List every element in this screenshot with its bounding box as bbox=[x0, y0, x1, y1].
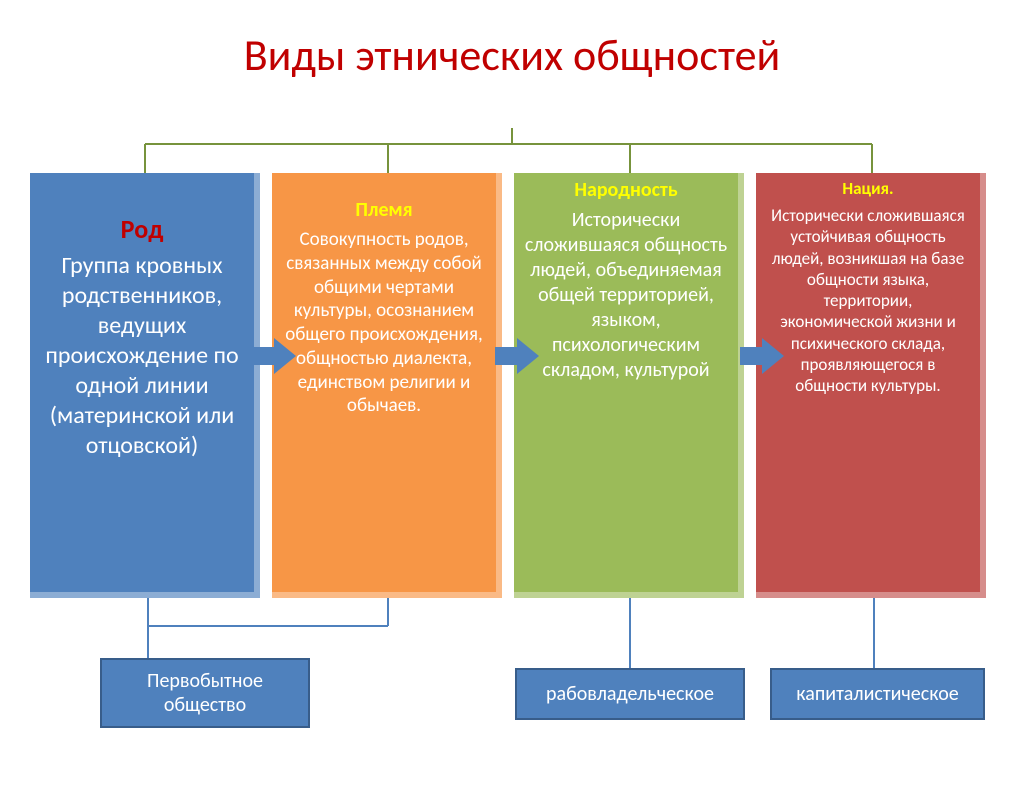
page-title: Виды этнических общностей bbox=[0, 28, 1024, 82]
arrow-right-icon bbox=[740, 338, 784, 374]
concept-box-3: Нация. Исторически сложившаяся устойчивая… bbox=[756, 173, 986, 598]
concept-box-0: Род Группа кровных родственников, ведущих… bbox=[30, 173, 260, 598]
concept-box-text: Совокупность родов, связанных между собо… bbox=[282, 228, 486, 418]
main-boxes-row: Род Группа кровных родственников, ведущих… bbox=[30, 173, 986, 598]
arrow-right-icon bbox=[495, 338, 539, 374]
era-box-0: Первобытное общество bbox=[100, 658, 310, 728]
concept-box-text: Группа кровных родственников, ведущих пр… bbox=[40, 251, 244, 461]
concept-box-title: Народность bbox=[524, 178, 728, 202]
era-box-2: капиталистическое bbox=[770, 668, 985, 720]
concept-box-title: Род bbox=[40, 213, 244, 245]
era-box-1: рабовладельческое bbox=[515, 668, 745, 720]
concept-box-text: Исторически сложившаяся устойчивая общно… bbox=[766, 205, 970, 396]
concept-box-title: Племя bbox=[282, 198, 486, 222]
concept-box-1: Племя Совокупность родов, связанных между… bbox=[272, 173, 502, 598]
concept-box-title: Нация. bbox=[766, 178, 970, 199]
concept-box-text: Исторически сложившаяся общность людей, … bbox=[524, 208, 728, 383]
concept-box-2: Народность Исторически сложившаяся общнос… bbox=[514, 173, 744, 598]
arrow-right-icon bbox=[252, 338, 296, 374]
